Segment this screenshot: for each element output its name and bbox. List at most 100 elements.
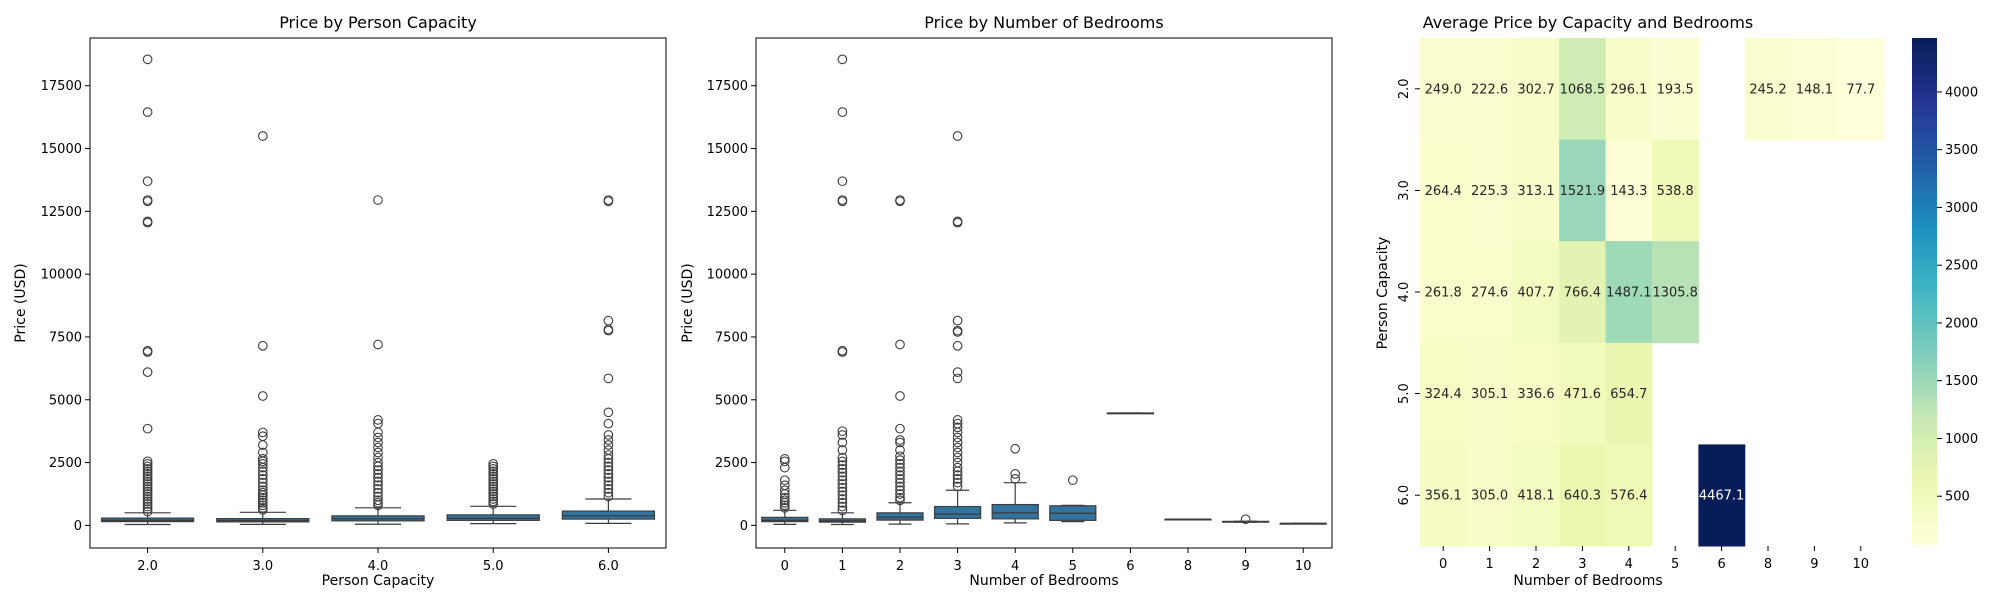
heatmap-cell <box>1791 38 1839 141</box>
outlier-point <box>952 327 963 337</box>
heatmap-cell-label: 4467.1 <box>1699 489 1745 504</box>
box-iqr <box>761 516 809 523</box>
box-9 <box>1221 514 1270 525</box>
outlier-point <box>952 474 963 484</box>
outlier-point <box>373 500 383 511</box>
heatmap-cell-label: 407.7 <box>1517 286 1554 301</box>
colorbar-tick-label: 2500 <box>1945 259 1978 274</box>
heatmap-cell <box>1605 139 1653 242</box>
outlier-point <box>837 452 848 463</box>
colorbar: 500 1000 1500 2000 2500 3000 3500 4000 <box>1912 38 1978 545</box>
outlier-point <box>373 339 383 350</box>
outlier-point <box>257 131 268 141</box>
outlier-point <box>257 391 268 401</box>
plot-frame <box>755 37 1333 549</box>
heatmap-cell-label: 148.1 <box>1796 82 1833 97</box>
outlier-point <box>779 475 790 486</box>
y-tick-label: 5000 <box>715 393 748 408</box>
box-4 <box>991 443 1039 524</box>
heatmap-cell <box>1559 139 1607 242</box>
outlier-point <box>1010 443 1021 454</box>
outlier-point <box>373 447 383 458</box>
tick-group: 0 2500 5000 7500 10000 12500 15000 17500 2.0 3.0 4… <box>41 79 619 574</box>
colorbar-tick-label: 500 <box>1945 490 1970 505</box>
outlier-point <box>952 432 963 443</box>
y-tick-label: 17500 <box>707 79 748 94</box>
x-tick-label: 9 <box>1810 557 1818 572</box>
y-tick-label: 17500 <box>41 79 82 94</box>
outlier-point <box>837 54 848 65</box>
heatmap-cell-label: 654.7 <box>1610 387 1647 402</box>
outlier-point <box>488 491 499 502</box>
box-iqr <box>561 510 656 520</box>
heatmap-cell <box>1466 139 1514 242</box>
tick-group: 0 2500 5000 7500 10000 12500 15000 17500 0 1 2 3 4 5 6… <box>707 79 1312 574</box>
heatmap-cell <box>1652 241 1699 344</box>
bedrooms-boxplot: Price by Number of Bedrooms Number of Be… <box>680 13 1333 589</box>
y-tick-label: 12500 <box>41 205 82 220</box>
outlier-point <box>603 418 614 429</box>
outlier-point <box>895 339 905 350</box>
x-tick-label: 8 <box>1184 559 1192 574</box>
box-2.0 <box>100 54 195 526</box>
outlier-point <box>837 456 848 467</box>
x-tick-label: 5.0 <box>483 559 504 574</box>
outlier-point <box>142 464 153 474</box>
heatmap-cell <box>1559 444 1607 547</box>
plot-frame <box>89 37 667 549</box>
box-iqr <box>933 505 982 519</box>
outlier-point <box>895 492 905 503</box>
outlier-point <box>603 469 614 479</box>
outlier-point <box>142 489 153 499</box>
outlier-point <box>488 496 499 507</box>
outlier-point <box>952 131 963 141</box>
heatmap-cell <box>1420 444 1467 547</box>
outlier-point <box>952 466 963 477</box>
outlier-point <box>373 480 383 491</box>
outlier-point <box>952 217 963 228</box>
outlier-point <box>603 476 614 487</box>
heatmap-cell <box>1466 342 1514 445</box>
outlier-point <box>779 495 790 506</box>
outlier-point <box>142 469 153 479</box>
heatmap-cell <box>1512 241 1560 344</box>
outlier-point <box>895 458 905 469</box>
outlier-point <box>1240 514 1251 525</box>
heatmap-cell-label: 1521.9 <box>1560 184 1606 199</box>
outlier-point <box>142 54 153 65</box>
outlier-point <box>257 485 268 496</box>
outlier-point <box>373 484 383 494</box>
outlier-point <box>142 479 153 489</box>
outlier-point <box>603 484 614 494</box>
heatmap-cell-label: 274.6 <box>1471 286 1508 301</box>
outlier-point <box>603 491 614 502</box>
heatmap-cell-label: 766.4 <box>1564 286 1601 301</box>
outlier-point <box>603 196 614 207</box>
outlier-point <box>142 347 153 357</box>
outlier-point <box>952 447 963 458</box>
outlier-point <box>895 455 905 465</box>
outlier-point <box>837 479 848 489</box>
outlier-point <box>142 476 153 487</box>
outlier-point <box>895 451 905 462</box>
outlier-point <box>142 107 153 117</box>
x-tick-label: 3 <box>1578 557 1586 572</box>
outlier-point <box>837 196 848 207</box>
box-5 <box>1049 475 1097 523</box>
outlier-point <box>895 435 905 445</box>
outlier-point <box>952 477 963 488</box>
outlier-point <box>488 464 499 474</box>
heatmap-cell-label: 1487.1 <box>1606 286 1652 301</box>
x-tick-label: 6.0 <box>598 559 619 574</box>
outlier-point <box>895 445 905 455</box>
outlier-point <box>142 491 153 502</box>
x-tick-label: 2.0 <box>137 559 158 574</box>
outlier-point <box>488 494 499 504</box>
y-tick-label: 2.0 <box>1397 78 1412 99</box>
outlier-point <box>837 430 848 440</box>
outlier-point <box>837 505 848 516</box>
outlier-point <box>373 457 383 468</box>
heatmap-cell <box>1698 444 1746 547</box>
outlier-point <box>142 456 153 467</box>
box-iqr <box>876 512 924 521</box>
